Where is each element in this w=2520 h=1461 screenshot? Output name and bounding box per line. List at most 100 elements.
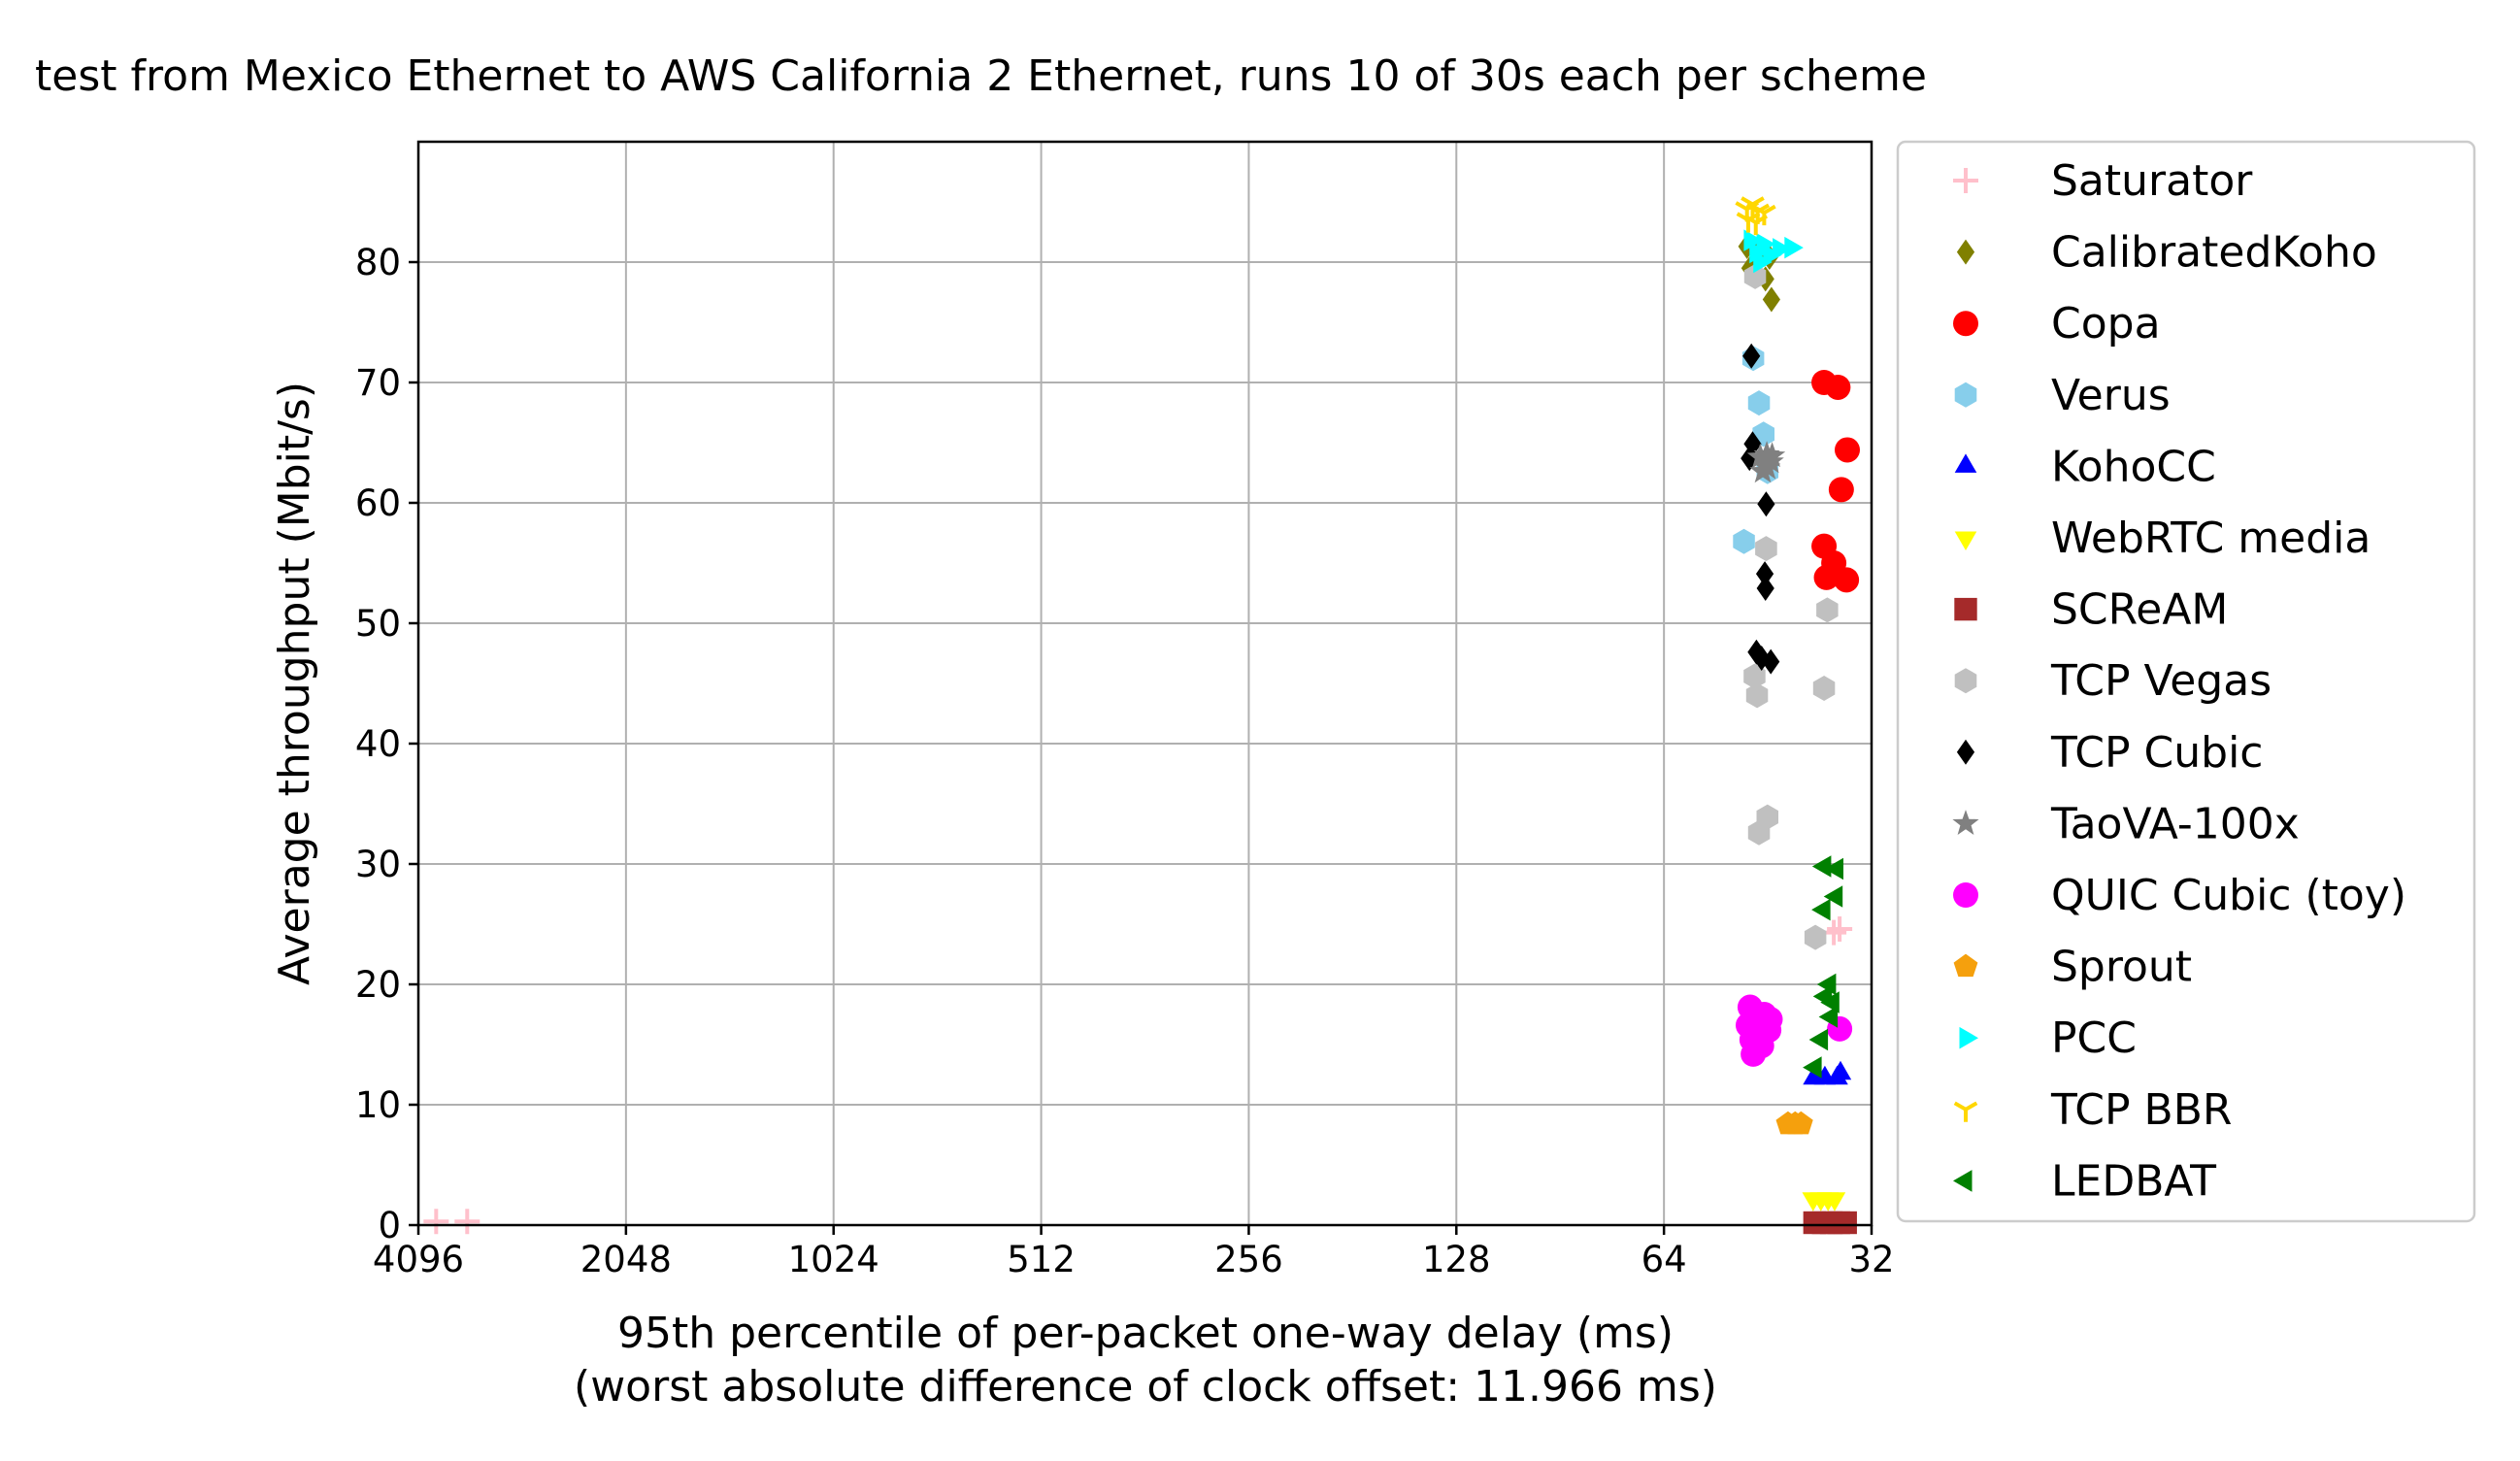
- data-point-taova-100x: [1746, 443, 1774, 469]
- legend-item-scream: SCReAM: [1954, 585, 2228, 635]
- legend-marker-copa: [1953, 311, 1978, 337]
- data-point-saturator: [423, 1209, 449, 1235]
- legend-label: QUIC Cubic (toy): [2051, 871, 2406, 920]
- legend-label: CalibratedKoho: [2051, 228, 2377, 278]
- y-tick-label: 40: [355, 723, 401, 765]
- legend-marker-tcp-cubic: [1956, 739, 1975, 765]
- data-point-tcp-cubic: [1756, 576, 1774, 602]
- legend-label: Sprout: [2051, 943, 2192, 992]
- legend-item-saturator: Saturator: [1953, 156, 2253, 206]
- legend-label: TCP Cubic: [2050, 728, 2264, 778]
- x-axis-label: 95th percentile of per-packet one-way de…: [617, 1309, 1674, 1358]
- legend-item-quic-cubic-toy: QUIC Cubic (toy): [1953, 871, 2406, 920]
- legend: Saturator CalibratedKoho Copa Verus KohoCC We…: [1896, 140, 2476, 1223]
- legend-item-verus: Verus: [1954, 371, 2171, 420]
- data-point-tcp-cubic: [1755, 561, 1774, 587]
- legend-label: Copa: [2051, 299, 2161, 349]
- legend-marker-sprout: [1953, 953, 1978, 978]
- legend-label: TaoVA-100x: [2050, 799, 2300, 848]
- data-point-taova-100x: [1759, 442, 1786, 468]
- data-point-tcp-vegas: [1755, 536, 1777, 562]
- legend-marker-ledbat: [1953, 1170, 1973, 1192]
- data-point-tcp-vegas: [1804, 924, 1827, 950]
- legend-item-sprout: Sprout: [1953, 943, 2192, 992]
- data-point-tcp-vegas: [1743, 663, 1766, 689]
- data-point-pcc: [1743, 229, 1763, 251]
- data-point-tcp-vegas: [1816, 597, 1839, 623]
- data-point-webrtc-media: [1823, 1192, 1846, 1212]
- data-point-pcc: [1756, 233, 1775, 255]
- data-point-saturator: [1827, 915, 1853, 942]
- legend-marker-kohocc: [1954, 453, 1977, 473]
- legend-marker-calibratedkoho: [1956, 239, 1975, 265]
- legend-item-taova-100x: TaoVA-100x: [1952, 799, 2300, 848]
- plot-area-frame: [416, 140, 1873, 1227]
- legend-item-calibratedkoho: CalibratedKoho: [1956, 228, 2377, 278]
- legend-marker-taova-100x: [1952, 810, 1979, 835]
- data-point-sprout: [1789, 1111, 1813, 1135]
- data-point-pcc: [1784, 236, 1804, 259]
- series-quic-cubic-toy: [1735, 994, 1853, 1067]
- series-scream: [1803, 1211, 1857, 1235]
- data-point-tcp-cubic: [1762, 648, 1780, 675]
- series-kohocc: [1803, 1060, 1852, 1085]
- legend-frame: [1896, 140, 2476, 1223]
- legend-item-copa: Copa: [1953, 299, 2161, 349]
- legend-item-pcc: PCC: [1959, 1013, 2137, 1063]
- legend-marker-quic-cubic-toy: [1953, 882, 1978, 908]
- data-point-copa: [1813, 564, 1840, 590]
- data-point-calibratedkoho: [1762, 286, 1780, 313]
- y-tick-label: 80: [355, 242, 401, 283]
- axis-ticks: 4096 2048 1024 512 256 128 64 32 0 10 20 30 40 50 60 70…: [355, 242, 1895, 1280]
- grid-lines: [417, 142, 1873, 1226]
- y-tick-label: 50: [355, 603, 401, 645]
- legend-marker-scream: [1954, 597, 1977, 621]
- x-tick-label: 1024: [788, 1239, 879, 1280]
- x-tick-label: 4096: [373, 1239, 464, 1280]
- legend-marker-webrtc-media: [1954, 531, 1977, 550]
- series-saturator: [423, 915, 1853, 1235]
- legend-label: LEDBAT: [2051, 1156, 2216, 1206]
- data-point-ledbat: [1823, 885, 1843, 908]
- legend-item-kohocc: KohoCC: [1954, 442, 2216, 491]
- data-point-verus: [1747, 390, 1771, 416]
- y-tick-label: 20: [355, 964, 401, 1006]
- data-point-tcp-vegas: [1743, 263, 1767, 289]
- legend-item-tcp-vegas: TCP Vegas: [1954, 656, 2271, 706]
- x-tick-label: 128: [1422, 1239, 1491, 1280]
- legend-marker-tcp-bbr: [1953, 1101, 1978, 1122]
- series-ledbat: [1803, 855, 1843, 1079]
- data-point-tcp-vegas: [1745, 682, 1769, 709]
- series-webrtc-media: [1802, 1192, 1846, 1212]
- series-tcp-bbr: [1735, 196, 1776, 236]
- data-point-ledbat: [1808, 1028, 1829, 1051]
- x-tick-label: 256: [1214, 1239, 1283, 1280]
- series-tcp-cubic: [1741, 343, 1780, 675]
- data-point-tcp-bbr: [1736, 212, 1761, 233]
- data-point-kohocc: [1829, 1060, 1852, 1080]
- data-point-tcp-cubic: [1757, 491, 1775, 517]
- x-tick-label: 64: [1641, 1239, 1687, 1280]
- data-points: [423, 196, 1861, 1235]
- x-tick-label: 2048: [580, 1239, 672, 1280]
- x-tick-label: 512: [1007, 1239, 1076, 1280]
- x-axis-sublabel: (worst absolute difference of clock offs…: [574, 1362, 1717, 1411]
- data-point-pcc: [1753, 250, 1773, 274]
- legend-item-tcp-cubic: TCP Cubic: [1956, 728, 2264, 778]
- data-point-quic-cubic-toy: [1741, 1041, 1767, 1067]
- data-point-taova-100x: [1754, 453, 1781, 480]
- legend-label: SCReAM: [2051, 585, 2228, 635]
- y-tick-label: 10: [355, 1084, 401, 1126]
- data-point-copa: [1828, 477, 1854, 503]
- series-pcc: [1743, 229, 1804, 274]
- y-axis-label: Average throughput (Mbit/s): [270, 382, 319, 985]
- data-point-saturator: [454, 1209, 481, 1235]
- data-point-pcc: [1773, 238, 1792, 260]
- data-point-ledbat: [1803, 1056, 1822, 1079]
- data-point-copa: [1834, 567, 1860, 593]
- y-tick-label: 0: [378, 1205, 401, 1246]
- legend-marker-saturator: [1953, 168, 1978, 193]
- y-tick-label: 60: [355, 482, 401, 524]
- data-point-ledbat: [1811, 898, 1831, 921]
- data-point-copa: [1825, 374, 1851, 400]
